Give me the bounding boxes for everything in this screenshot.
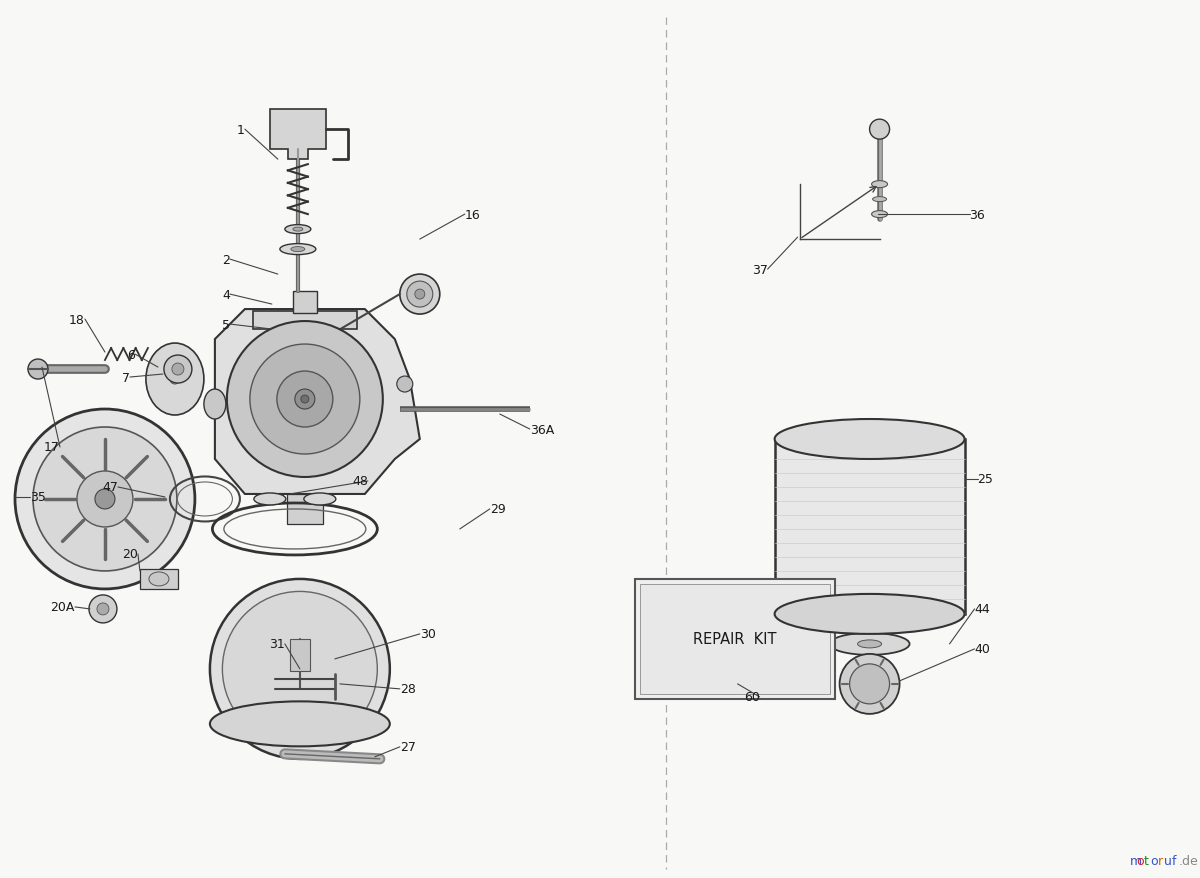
Text: u: u: [1164, 853, 1172, 867]
Polygon shape: [215, 310, 420, 494]
Text: o: o: [1151, 853, 1158, 867]
Circle shape: [32, 428, 176, 572]
Bar: [290, 639, 310, 671]
Text: 20A: 20A: [50, 601, 74, 614]
Ellipse shape: [149, 572, 169, 587]
Text: 31: 31: [269, 637, 284, 651]
Circle shape: [95, 489, 115, 509]
Circle shape: [89, 595, 116, 623]
Text: .de: .de: [1178, 853, 1198, 867]
Ellipse shape: [304, 493, 336, 506]
Bar: [293, 291, 317, 313]
Text: 28: 28: [400, 682, 415, 695]
Circle shape: [172, 363, 184, 376]
Circle shape: [164, 356, 192, 384]
Text: 40: 40: [974, 643, 990, 656]
Text: 36: 36: [970, 208, 985, 221]
Circle shape: [850, 664, 889, 704]
Circle shape: [97, 603, 109, 615]
Ellipse shape: [284, 226, 311, 234]
Circle shape: [28, 360, 48, 379]
Circle shape: [840, 654, 900, 714]
Bar: [640, 584, 829, 694]
Circle shape: [227, 321, 383, 478]
Text: REPAIR  KIT: REPAIR KIT: [692, 631, 776, 647]
Text: 27: 27: [400, 740, 415, 753]
Bar: [140, 569, 178, 589]
Ellipse shape: [858, 640, 882, 648]
Text: 36A: 36A: [529, 423, 554, 436]
Text: 6: 6: [127, 349, 134, 361]
Text: 18: 18: [70, 313, 85, 327]
Text: 7: 7: [122, 371, 130, 384]
Text: 1: 1: [238, 124, 245, 136]
Ellipse shape: [872, 198, 887, 203]
Text: t: t: [1144, 853, 1148, 867]
Circle shape: [397, 377, 413, 392]
Text: 60: 60: [744, 691, 760, 703]
Text: 17: 17: [44, 441, 60, 454]
Ellipse shape: [775, 594, 965, 634]
Ellipse shape: [170, 375, 180, 385]
Bar: [253, 312, 356, 329]
Text: m: m: [1129, 853, 1141, 867]
Text: 29: 29: [490, 503, 505, 516]
Ellipse shape: [415, 290, 425, 299]
Ellipse shape: [290, 248, 305, 252]
Text: o: o: [1136, 853, 1144, 867]
Bar: [287, 494, 323, 524]
Ellipse shape: [407, 282, 433, 307]
Circle shape: [295, 390, 314, 409]
Text: 30: 30: [420, 628, 436, 641]
Ellipse shape: [254, 493, 286, 506]
Ellipse shape: [204, 390, 226, 420]
Ellipse shape: [293, 228, 302, 232]
Text: 44: 44: [974, 602, 990, 615]
Text: 37: 37: [751, 263, 768, 277]
Ellipse shape: [210, 702, 390, 746]
Text: 5: 5: [222, 318, 230, 331]
Polygon shape: [270, 110, 326, 160]
Bar: [775, 440, 965, 615]
Text: 25: 25: [978, 473, 994, 486]
Circle shape: [301, 396, 308, 404]
Circle shape: [250, 345, 360, 455]
Circle shape: [277, 371, 332, 428]
Ellipse shape: [280, 244, 316, 255]
Ellipse shape: [400, 275, 439, 314]
Ellipse shape: [222, 592, 377, 746]
Ellipse shape: [871, 212, 888, 219]
Bar: [635, 579, 834, 699]
Circle shape: [870, 120, 889, 140]
Text: 2: 2: [222, 253, 230, 266]
Ellipse shape: [829, 633, 910, 655]
Text: 47: 47: [102, 481, 118, 494]
Text: 16: 16: [464, 208, 480, 221]
Text: 35: 35: [30, 491, 46, 504]
Circle shape: [77, 471, 133, 528]
Ellipse shape: [871, 182, 888, 189]
Text: r: r: [1158, 853, 1163, 867]
Text: 48: 48: [352, 475, 368, 488]
Text: 4: 4: [222, 288, 230, 301]
Circle shape: [14, 409, 194, 589]
Text: 20: 20: [122, 548, 138, 561]
Ellipse shape: [146, 343, 204, 415]
Ellipse shape: [210, 579, 390, 759]
Text: f: f: [1171, 853, 1176, 867]
Ellipse shape: [775, 420, 965, 459]
